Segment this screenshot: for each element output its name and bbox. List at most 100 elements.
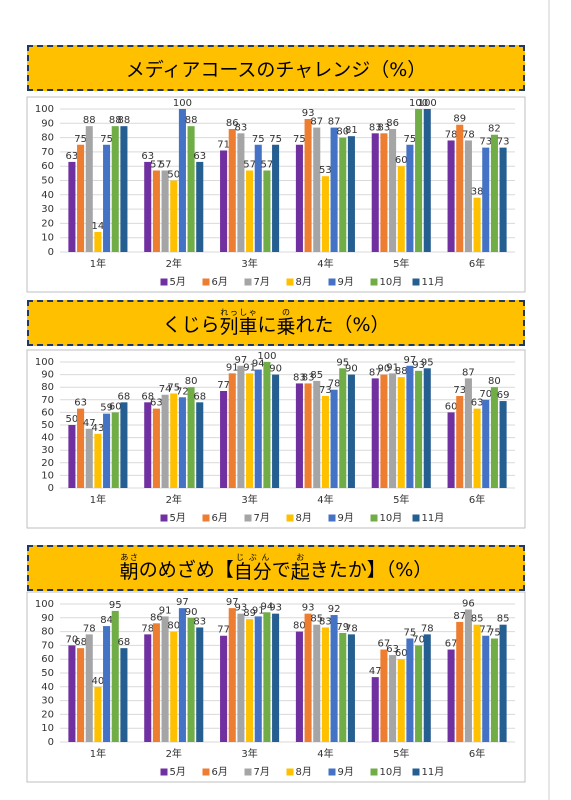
bar (103, 626, 111, 742)
bar (68, 425, 76, 488)
value-label: 91 (252, 605, 265, 616)
x-tick-label: 5年 (393, 493, 409, 506)
value-label: 85 (310, 614, 323, 625)
legend-swatch (244, 278, 252, 286)
title-text: メディアコースのチャレンジ（%） (125, 58, 427, 81)
value-label: 92 (328, 604, 341, 615)
value-label: 100 (257, 351, 276, 362)
y-tick-label: 60 (41, 407, 54, 418)
value-label: 60 (395, 155, 408, 166)
value-label: 53 (319, 165, 332, 176)
bar (144, 161, 152, 252)
value-label: 60 (445, 401, 458, 412)
value-label: 84 (100, 615, 113, 626)
value-label: 57 (243, 159, 256, 170)
value-label: 63 (74, 398, 87, 409)
value-label: 88 (118, 115, 131, 126)
value-label: 60 (395, 648, 408, 659)
value-label: 14 (92, 221, 105, 232)
legend-label: 6月 (212, 512, 228, 524)
value-label: 70 (479, 389, 492, 400)
legend-swatch (412, 768, 420, 776)
bar (263, 612, 271, 742)
value-label: 96 (462, 599, 475, 610)
bar (330, 615, 338, 742)
bar (380, 649, 388, 742)
y-tick-label: 90 (41, 613, 54, 624)
value-label: 85 (497, 614, 510, 625)
x-tick-label: 1年 (90, 257, 106, 270)
y-tick-label: 50 (41, 668, 54, 679)
value-label: 88 (83, 115, 96, 126)
bar (423, 634, 431, 742)
legend-label: 11月 (422, 766, 445, 778)
value-label: 68 (74, 637, 87, 648)
legend-label: 10月 (380, 512, 403, 524)
value-label: 60 (109, 401, 122, 412)
bar (246, 170, 254, 252)
value-label: 81 (345, 125, 358, 136)
bar (447, 412, 455, 488)
bar (464, 609, 472, 742)
value-label: 63 (386, 644, 399, 655)
value-label: 78 (328, 379, 341, 390)
x-tick-label: 6年 (469, 493, 485, 506)
value-label: 75 (252, 134, 265, 145)
bar (295, 144, 303, 252)
value-label: 78 (141, 623, 154, 634)
bar (482, 147, 490, 252)
y-tick-label: 100 (35, 599, 54, 610)
bar (170, 631, 178, 742)
value-label: 50 (167, 170, 180, 181)
legend-swatch (412, 514, 420, 522)
legend-swatch (202, 514, 210, 522)
value-label: 97 (226, 597, 239, 608)
title-text: きたか】（%） (309, 558, 433, 581)
title-ruby: 自分じぶん (234, 553, 272, 584)
y-tick-label: 100 (35, 104, 54, 115)
bar (187, 617, 195, 742)
value-label: 97 (176, 597, 189, 608)
bar (464, 140, 472, 252)
value-label: 82 (488, 124, 501, 135)
bar (490, 134, 498, 252)
y-tick-label: 30 (41, 696, 54, 707)
bar (254, 616, 262, 742)
x-tick-label: 2年 (166, 257, 182, 270)
y-tick-label: 0 (48, 247, 54, 258)
bar (423, 368, 431, 488)
legend-swatch (244, 768, 252, 776)
y-tick-label: 0 (48, 483, 54, 494)
bar (490, 638, 498, 742)
value-label: 74 (159, 384, 172, 395)
x-tick-label: 3年 (241, 747, 257, 760)
value-label: 87 (369, 367, 382, 378)
y-tick-label: 40 (41, 682, 54, 693)
value-label: 91 (159, 605, 172, 616)
bar (321, 396, 329, 488)
bar (111, 610, 119, 742)
y-tick-label: 10 (41, 470, 54, 481)
legend-label: 5月 (170, 276, 186, 288)
bar (228, 129, 236, 252)
value-label: 77 (479, 625, 492, 636)
legend-swatch (244, 514, 252, 522)
legend-label: 8月 (296, 766, 312, 778)
legend-swatch (328, 514, 336, 522)
y-tick-label: 80 (41, 382, 54, 393)
value-label: 78 (421, 623, 434, 634)
bar (120, 402, 128, 488)
bar (161, 394, 169, 488)
value-label: 100 (409, 98, 428, 109)
furigana: お (290, 552, 310, 562)
y-tick-label: 90 (41, 370, 54, 381)
bar (339, 632, 347, 742)
value-label: 68 (141, 391, 154, 402)
value-label: 75 (404, 628, 417, 639)
bar (161, 170, 169, 252)
value-label: 83 (378, 122, 391, 133)
bar (85, 126, 93, 252)
chart-title: メディアコースのチャレンジ（%） (27, 45, 525, 91)
y-tick-label: 60 (41, 654, 54, 665)
bar (482, 399, 490, 488)
